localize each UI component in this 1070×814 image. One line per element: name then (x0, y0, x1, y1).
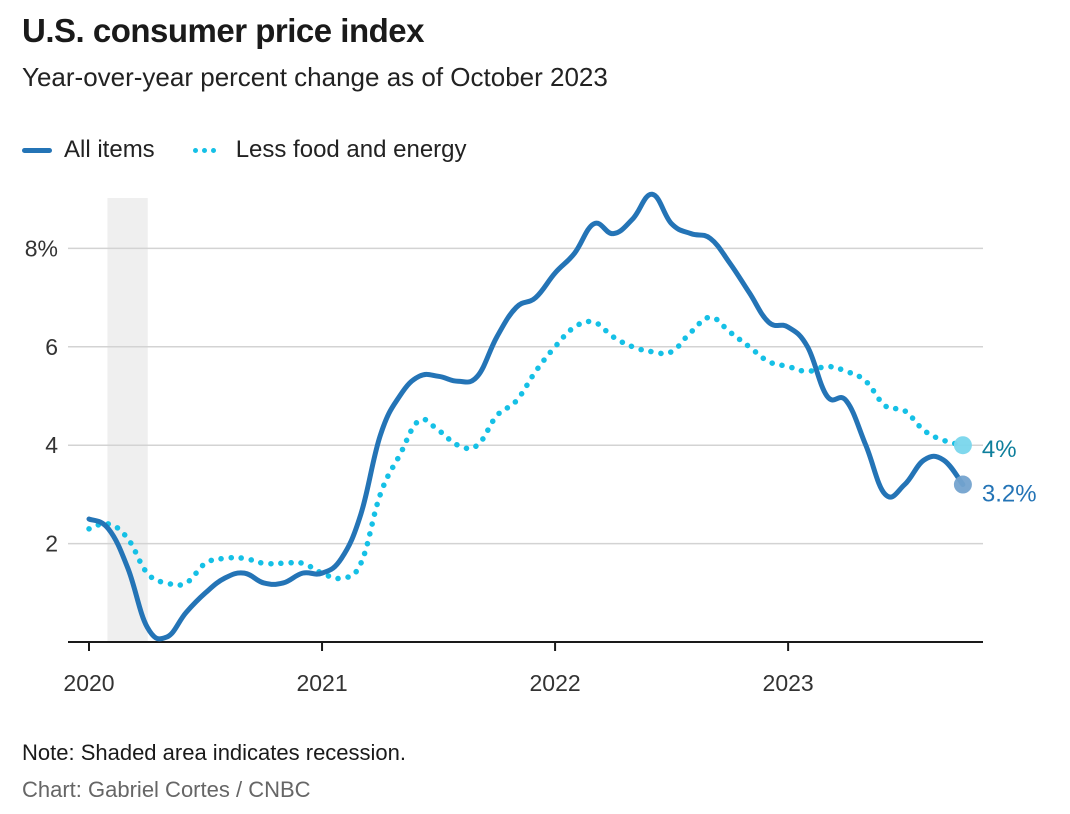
solid-line-swatch-icon (22, 147, 52, 153)
series-line-less-food-and-energy (86, 314, 966, 588)
end-label-all-items: 3.2% (982, 481, 1037, 508)
x-tick-label: 2022 (529, 670, 580, 696)
x-tick-label: 2021 (296, 670, 347, 696)
y-tick-label: 4 (45, 432, 58, 458)
end-label-less-food-and-energy: 4% (982, 436, 1017, 463)
chart-note: Note: Shaded area indicates recession. (22, 740, 407, 765)
y-tick-label: 2 (45, 531, 58, 557)
legend-label-core: Less food and energy (235, 136, 467, 163)
x-tick-label: 2020 (63, 670, 114, 696)
y-tick-label: 8% (25, 235, 58, 261)
x-tick-label: 2023 (763, 670, 814, 696)
recession-band (107, 198, 148, 642)
y-tick-label: 6 (45, 334, 58, 360)
chart-title: U.S. consumer price index (22, 12, 424, 49)
end-marker-all-items (953, 475, 972, 494)
legend-item-all-items: All items (22, 136, 155, 164)
legend-item-core: Less food and energy (192, 136, 467, 164)
dotted-line-swatch-icon (192, 147, 220, 153)
series-line-all-items (86, 191, 966, 642)
end-marker-less-food-and-energy (953, 436, 972, 455)
legend-label-all-items: All items (64, 136, 155, 163)
legend: All items Less food and energy (22, 136, 505, 164)
chart-subtitle: Year-over-year percent change as of Octo… (22, 62, 608, 92)
chart-source: Chart: Gabriel Cortes / CNBC (22, 777, 311, 802)
